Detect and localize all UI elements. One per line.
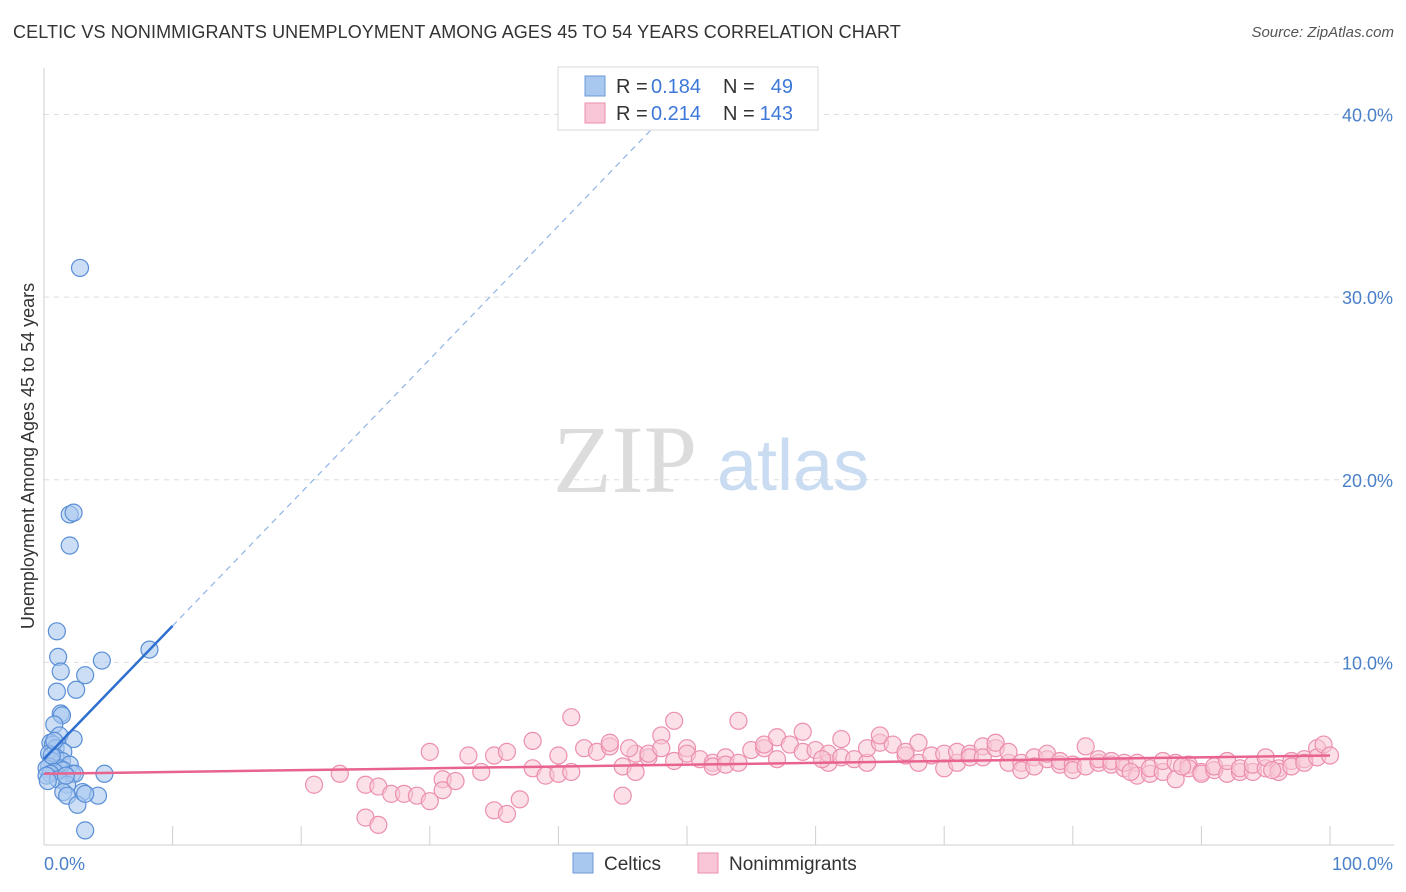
celtics-point <box>92 651 111 670</box>
nonimmigrants-point <box>832 729 851 749</box>
nonimmigrants-points <box>304 708 1340 835</box>
nonimmigrants-point <box>433 781 452 800</box>
chart-title: CELTIC VS NONIMMIGRANTS UNEMPLOYMENT AMO… <box>13 22 901 42</box>
legend-swatch-nonimmigrants <box>584 102 606 124</box>
celtics-point <box>64 503 83 522</box>
legend-r-label-nonimmigrants: R = <box>616 103 648 125</box>
celtics-point <box>67 680 86 699</box>
bottom-legend-swatch-celtics <box>572 852 594 874</box>
nonimmigrants-point <box>1173 757 1192 776</box>
nonimmigrants-point <box>549 746 568 765</box>
nonimmigrants-point <box>420 742 439 761</box>
nonimmigrants-point <box>510 790 529 809</box>
watermark-zip: ZIP <box>553 406 697 513</box>
nonimmigrants-point <box>986 733 1005 752</box>
nonimmigrants-point <box>909 733 928 752</box>
nonimmigrants-point <box>626 762 645 782</box>
nonimmigrants-point <box>446 771 465 791</box>
nonimmigrants-point <box>812 750 832 769</box>
bottom-legend: Celtics Nonimmigrants <box>572 852 857 875</box>
celtics-point <box>76 666 95 685</box>
nonimmigrants-point <box>497 804 517 824</box>
celtics-point <box>76 821 95 840</box>
legend-r-value-nonimmigrants: 0.214 <box>651 103 701 125</box>
nonimmigrants-point <box>369 815 388 835</box>
nonimmigrants-point <box>652 739 671 758</box>
nonimmigrants-point <box>1121 762 1140 782</box>
celtics-point <box>70 258 90 278</box>
nonimmigrants-point <box>420 792 439 811</box>
grid-lines <box>44 114 1394 663</box>
celtics-point <box>56 766 75 785</box>
bottom-legend-label-nonimmigrants: Nonimmigrants <box>729 854 857 875</box>
nonimmigrants-point <box>767 750 787 769</box>
legend-n-label-celtics: N = <box>723 76 755 98</box>
x-tick-label-min: 0.0% <box>44 854 85 874</box>
bottom-legend-label-celtics: Celtics <box>604 854 661 875</box>
nonimmigrants-point <box>620 739 639 758</box>
celtics-point <box>47 682 66 701</box>
nonimmigrants-point <box>613 786 632 805</box>
nonimmigrants-point <box>304 775 324 794</box>
nonimmigrants-point <box>1076 737 1095 756</box>
celtics-trend-extension <box>172 92 688 627</box>
nonimmigrants-point <box>562 708 581 727</box>
y-axis-label: Unemployment Among Ages 45 to 54 years <box>18 283 38 629</box>
nonimmigrants-point <box>562 762 581 782</box>
axes <box>43 68 1394 846</box>
legend-n-label-nonimmigrants: N = <box>723 103 755 125</box>
y-tick-label: 40.0% <box>1342 106 1393 126</box>
nonimmigrants-point <box>497 742 517 761</box>
celtics-point <box>38 771 57 791</box>
nonimmigrants-point <box>665 711 684 730</box>
celtics-trend-line <box>43 624 174 761</box>
x-tick-label-max: 100.0% <box>1332 854 1393 874</box>
nonimmigrants-point <box>523 731 542 751</box>
nonimmigrants-point <box>600 733 619 752</box>
legend-box: R = 0.184 N = 49 R = 0.214 N = 143 <box>557 66 819 131</box>
nonimmigrants-point <box>870 726 890 745</box>
celtics-point <box>76 784 95 803</box>
y-tick-label: 10.0% <box>1342 653 1393 673</box>
celtics-point <box>51 662 70 681</box>
nonimmigrants-trend-line <box>43 754 1331 776</box>
x-ticks <box>43 826 1331 845</box>
nonimmigrants-point <box>472 762 491 782</box>
legend-r-value-celtics: 0.184 <box>651 76 701 98</box>
legend-swatch-celtics <box>584 75 606 97</box>
celtics-point <box>47 622 66 641</box>
nonimmigrants-point <box>729 711 748 730</box>
trend-lines <box>43 92 1331 776</box>
y-tick-label: 20.0% <box>1342 471 1393 491</box>
celtics-point <box>60 536 79 555</box>
y-tick-labels: 10.0% 20.0% 30.0% 40.0% <box>1342 106 1393 674</box>
source-label: Source: ZipAtlas.com <box>1251 24 1394 41</box>
watermark: ZIP atlas <box>553 406 869 513</box>
nonimmigrants-point <box>330 764 349 783</box>
nonimmigrants-point <box>459 746 478 765</box>
y-tick-label: 30.0% <box>1342 288 1393 308</box>
nonimmigrants-point <box>1263 761 1282 780</box>
celtics-points <box>37 258 159 840</box>
nonimmigrants-point <box>793 722 812 741</box>
x-tick-labels: 0.0% 100.0% <box>44 854 1393 874</box>
legend-n-value-celtics: 49 <box>771 76 793 98</box>
legend-r-label-celtics: R = <box>616 76 648 98</box>
legend-n-value-nonimmigrants: 143 <box>760 103 793 125</box>
bottom-legend-swatch-nonimmigrants <box>697 852 719 874</box>
watermark-atlas: atlas <box>717 426 869 506</box>
